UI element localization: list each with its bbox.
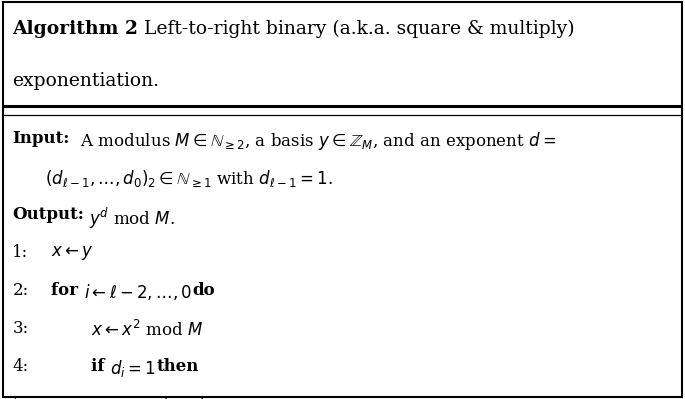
Text: $\mathit{d}_i = 1\ $: $\mathit{d}_i = 1\ $ <box>110 358 156 379</box>
Text: $(d_{\ell-1},\ldots,d_0)_2 \in \mathbb{N}_{\geq 1}$ with $d_{\ell-1} = 1$.: $(d_{\ell-1},\ldots,d_0)_2 \in \mathbb{N… <box>45 168 333 190</box>
Text: $\mathit{x} \leftarrow \mathit{y}$: $\mathit{x} \leftarrow \mathit{y}$ <box>51 244 94 262</box>
Text: $\mathit{x} \leftarrow (\mathit{x} \cdot \mathit{y})$ mod $\mathit{M}$: $\mathit{x} \leftarrow (\mathit{x} \cdot… <box>131 396 269 399</box>
Text: exponentiation.: exponentiation. <box>12 72 160 90</box>
Text: $\mathit{x} \leftarrow \mathit{x}^2$ mod $\mathit{M}$: $\mathit{x} \leftarrow \mathit{x}^2$ mod… <box>91 320 203 340</box>
Text: A modulus $\mathit{M} \in \mathbb{N}_{\geq 2}$, a basis $\mathit{y} \in \mathbb{: A modulus $\mathit{M} \in \mathbb{N}_{\g… <box>70 130 556 152</box>
Text: Output:: Output: <box>12 206 84 223</box>
Text: 3:: 3: <box>12 320 29 337</box>
Text: do: do <box>192 282 215 299</box>
Text: if: if <box>91 358 110 375</box>
Text: 2:: 2: <box>12 282 29 299</box>
Text: 4:: 4: <box>12 358 29 375</box>
Text: Left-to-right binary (a.k.a. square & multiply): Left-to-right binary (a.k.a. square & mu… <box>138 20 575 38</box>
Text: Algorithm 2: Algorithm 2 <box>12 20 138 38</box>
Text: 5:: 5: <box>12 396 29 399</box>
Text: for: for <box>51 282 84 299</box>
Text: 1:: 1: <box>12 244 29 261</box>
Text: $\mathit{i} \leftarrow \ell - 2, \ldots, 0\ $: $\mathit{i} \leftarrow \ell - 2, \ldots,… <box>84 282 192 302</box>
Text: Input:: Input: <box>12 130 70 148</box>
Text: $\mathit{y}^{d}$ mod $\mathit{M}$.: $\mathit{y}^{d}$ mod $\mathit{M}$. <box>84 206 175 231</box>
Text: then: then <box>156 358 199 375</box>
